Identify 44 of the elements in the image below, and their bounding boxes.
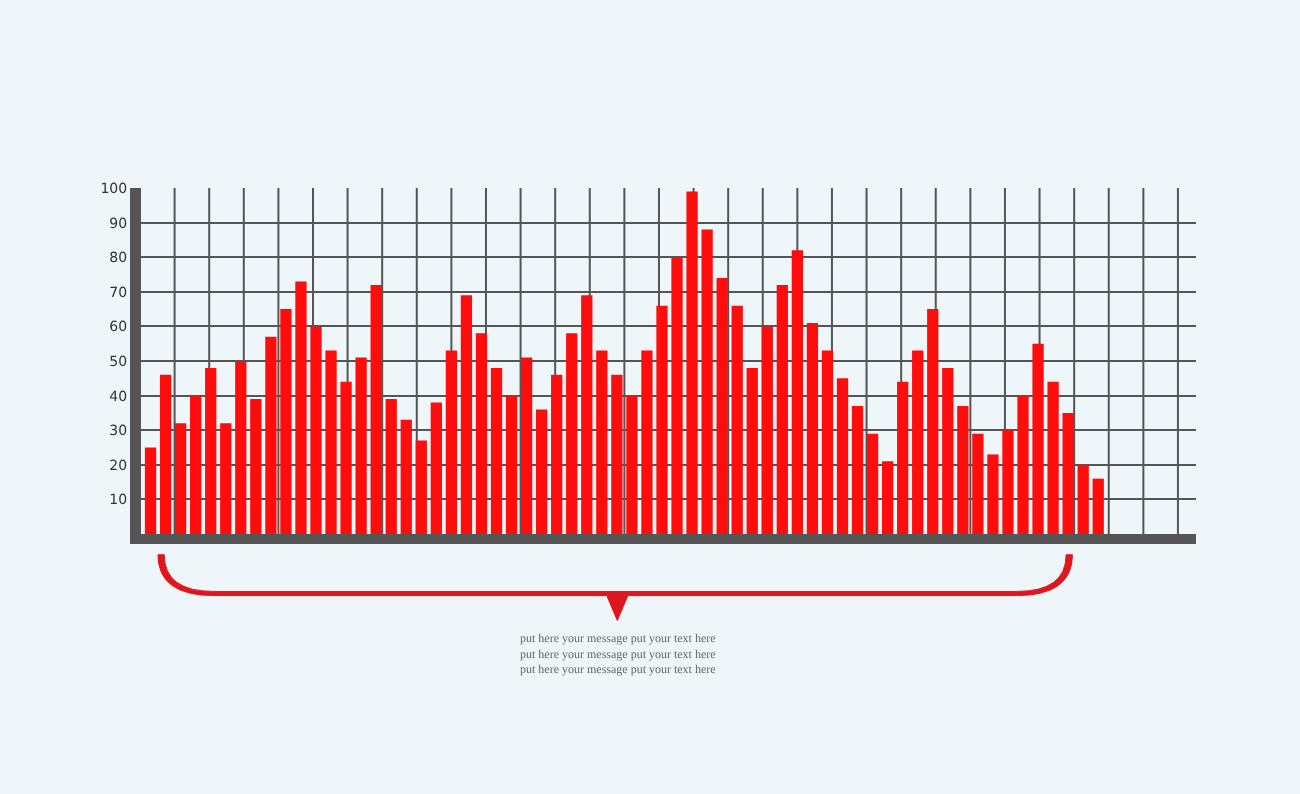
bar bbox=[190, 395, 202, 534]
bar bbox=[897, 381, 909, 534]
bar bbox=[912, 350, 924, 534]
bar bbox=[881, 461, 894, 534]
bar bbox=[791, 250, 803, 534]
bar bbox=[415, 440, 427, 534]
bar bbox=[566, 333, 578, 534]
bar bbox=[581, 295, 593, 534]
bar bbox=[220, 423, 232, 534]
bar bbox=[490, 367, 503, 534]
bar bbox=[596, 350, 608, 534]
bar bbox=[716, 277, 728, 534]
bar bbox=[761, 326, 773, 534]
bar bbox=[942, 367, 954, 534]
bar bbox=[505, 395, 518, 534]
bar bbox=[776, 284, 788, 534]
bar bbox=[400, 419, 412, 534]
bar bbox=[250, 399, 262, 534]
bar bbox=[866, 433, 879, 534]
bar bbox=[205, 367, 217, 534]
bar bbox=[536, 409, 548, 534]
bar bbox=[144, 447, 157, 534]
bar bbox=[806, 322, 819, 534]
bar bbox=[445, 350, 458, 534]
bar bbox=[385, 399, 397, 534]
bar bbox=[1077, 464, 1089, 534]
bar bbox=[520, 357, 533, 534]
bar bbox=[551, 374, 563, 534]
bar bbox=[1092, 478, 1104, 534]
bar bbox=[370, 284, 382, 534]
bar bbox=[430, 402, 442, 534]
bar bbox=[159, 374, 172, 534]
bar bbox=[836, 378, 849, 534]
bar bbox=[460, 295, 473, 534]
bar bbox=[174, 423, 187, 534]
bar bbox=[821, 350, 834, 534]
bar bbox=[1062, 412, 1074, 534]
bar bbox=[957, 405, 969, 534]
bar bbox=[927, 309, 939, 534]
bar bbox=[235, 361, 247, 534]
bar bbox=[731, 305, 743, 534]
bar bbox=[746, 367, 758, 534]
bar bbox=[475, 333, 488, 534]
bar bbox=[851, 405, 864, 534]
